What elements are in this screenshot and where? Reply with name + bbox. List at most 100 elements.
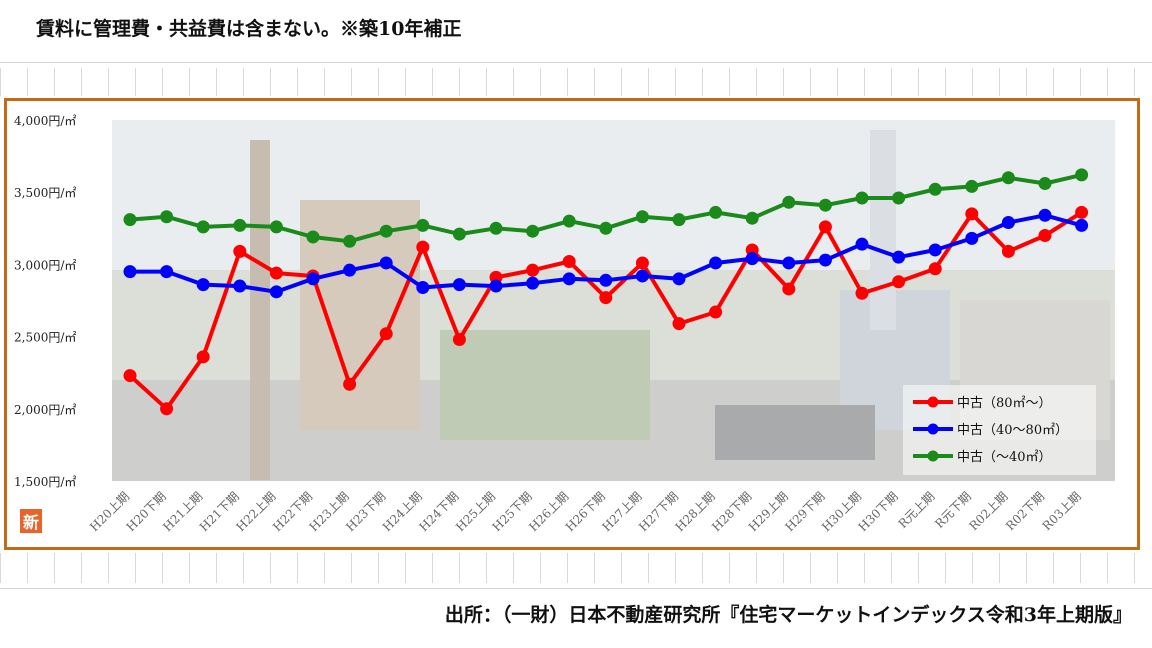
x-tick-label: H24上期 [380, 489, 425, 534]
legend-marker [927, 423, 939, 435]
data-point [745, 252, 759, 266]
data-point [1038, 208, 1052, 222]
data-point [452, 278, 466, 292]
data-point [892, 275, 906, 289]
x-tick-label: H22上期 [233, 489, 278, 534]
data-point [782, 256, 796, 270]
data-point [892, 191, 906, 205]
data-point [196, 350, 210, 364]
tree-canopy [440, 330, 650, 440]
data-point [672, 317, 686, 331]
data-point [1038, 229, 1052, 243]
data-point [928, 182, 942, 196]
data-point [196, 220, 210, 234]
data-point [599, 291, 613, 305]
data-point [1001, 171, 1015, 185]
rent-note: 賃料に管理費・共益費は含まない。※築10年補正 [36, 18, 462, 40]
x-tick-label: H21下期 [197, 489, 242, 534]
legend-label: 中古（～40㎡） [957, 450, 1052, 465]
x-tick-label: H29下期 [782, 489, 827, 534]
x-tick-label: H23上期 [307, 489, 352, 534]
tower [870, 130, 896, 330]
data-point [379, 327, 393, 341]
data-point [818, 198, 832, 212]
data-point [526, 224, 540, 238]
data-point [1075, 168, 1089, 182]
x-tick-label: H30下期 [856, 489, 901, 534]
x-tick-label: H20上期 [87, 489, 132, 534]
data-point [635, 210, 649, 224]
divider [0, 588, 1152, 589]
y-tick-label: 1,500円/㎡ [14, 475, 76, 489]
data-point [782, 282, 796, 296]
data-point [526, 276, 540, 290]
data-point [233, 279, 247, 293]
x-tick-label: H25下期 [490, 489, 535, 534]
source-note: 出所：（一財）日本不動産研究所『住宅マーケットインデックス令和3年上期版』 [444, 604, 1132, 626]
data-point [855, 286, 869, 300]
data-point [269, 285, 283, 299]
data-point [562, 272, 576, 286]
data-point [306, 272, 320, 286]
data-point [855, 237, 869, 251]
legend-marker [927, 450, 939, 462]
data-point [928, 262, 942, 276]
x-tick-label: H30上期 [819, 489, 864, 534]
data-point [709, 305, 723, 319]
legend-label: 中古（40～80㎡） [957, 423, 1068, 438]
data-point [160, 210, 174, 224]
data-point [599, 273, 613, 287]
data-point [379, 256, 393, 270]
x-tick-label: R02下期 [1003, 489, 1047, 533]
data-point [782, 195, 796, 209]
data-point [452, 332, 466, 346]
x-tick-label: H27下期 [636, 489, 681, 534]
data-point [269, 266, 283, 280]
x-tick-label: H21上期 [160, 489, 205, 534]
divider [0, 62, 1152, 63]
x-tick-label: H26上期 [526, 489, 571, 534]
data-point [123, 213, 137, 227]
data-point [1075, 205, 1089, 219]
data-point [343, 377, 357, 391]
x-tick-label: H20下期 [124, 489, 169, 534]
x-tick-label: H29上期 [746, 489, 791, 534]
data-point [233, 218, 247, 232]
y-tick-label: 2,500円/㎡ [14, 331, 76, 345]
data-point [892, 250, 906, 264]
x-tick-label: H26下期 [563, 489, 608, 534]
data-point [672, 213, 686, 227]
data-point [452, 227, 466, 241]
grid-strip-bottom [0, 553, 1152, 583]
x-tick-label: H25上期 [453, 489, 498, 534]
data-point [416, 281, 430, 295]
new-badge: 新 [20, 509, 42, 533]
car [715, 405, 875, 460]
x-tick-label: R元上期 [896, 489, 938, 531]
x-tick-label: H28下期 [709, 489, 754, 534]
x-tick-label: R03上期 [1040, 489, 1084, 533]
data-point [269, 220, 283, 234]
data-point [489, 221, 503, 235]
data-point [635, 256, 649, 270]
data-point [160, 265, 174, 279]
x-tick-label: H22下期 [270, 489, 315, 534]
x-tick-label: R02上期 [966, 489, 1010, 533]
data-point [1001, 216, 1015, 230]
data-point [379, 224, 393, 238]
data-point [965, 207, 979, 221]
data-point [635, 269, 649, 283]
data-point [343, 263, 357, 277]
data-point [562, 214, 576, 228]
data-point [1038, 177, 1052, 191]
data-point [562, 255, 576, 269]
x-tick-label: H23下期 [343, 489, 388, 534]
data-point [1001, 244, 1015, 258]
y-tick-label: 3,500円/㎡ [14, 186, 76, 200]
legend-marker [927, 396, 939, 408]
y-tick-label: 4,000円/㎡ [14, 114, 76, 128]
data-point [196, 278, 210, 292]
data-point [343, 234, 357, 248]
data-point [306, 230, 320, 244]
